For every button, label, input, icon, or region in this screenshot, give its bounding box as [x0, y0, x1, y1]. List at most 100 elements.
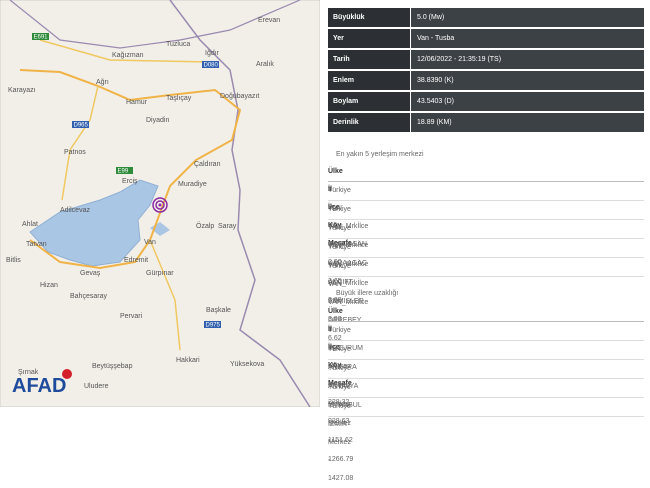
road-shield [202, 61, 219, 68]
section-title: En yakın 5 yerleşim merkezi [336, 151, 424, 158]
road-label: E691 [34, 35, 49, 41]
table-row: Türkiye VAN VAN_Mrkİlce BAGDASAN 2.90 [328, 182, 644, 266]
info-key: Derinlik [328, 113, 410, 132]
place-label: Çaldıran [194, 161, 221, 168]
cell: Mesafe [328, 380, 352, 387]
info-value: 43.5403 (D) [411, 92, 644, 111]
cell: 228.32 [328, 399, 350, 406]
place-label: Saray [218, 223, 237, 230]
table-row: Türkiye VAN VAN_Mrkİlce AKCIFT 3.88 [328, 220, 644, 304]
cell: Türkiye [328, 346, 351, 353]
table-row: Türkiye ISTANBUL Merkez -1266.79 [328, 379, 644, 463]
place-label: Pervari [120, 313, 143, 320]
place-label: Beytüşşebap [92, 363, 133, 370]
place-label: Aralık [256, 61, 274, 68]
road-label: D080 [204, 63, 219, 69]
place-label: Başkale [206, 307, 231, 314]
cell: Ülke [328, 308, 343, 315]
road-label: D965 [74, 123, 89, 129]
cell: Merkez [328, 382, 351, 389]
page: AFAD Erevan Kağızman Tuzluca Iğdır Ağrı Karay… [0, 0, 644, 482]
place-label: Tatvan [26, 241, 47, 248]
cell: AKCIFT [328, 279, 353, 286]
cell: Türkiye [328, 263, 351, 270]
cell: BAGDASAN [328, 241, 367, 248]
cell: Merkez [328, 401, 351, 408]
place-label: Tuzluca [166, 41, 190, 48]
cell: 3.93 [328, 316, 342, 323]
border [169, 0, 311, 407]
map[interactable]: AFAD Erevan Kağızman Tuzluca Iğdır Ağrı Karay… [0, 0, 320, 407]
place-label: Adilcevaz [60, 207, 90, 214]
cell: ISTANBUL [328, 402, 362, 409]
info-key: Boylam [328, 92, 410, 111]
table-row: Türkiye VAN VAN_Mrkİlce KARAAGAC 3.65 [328, 201, 644, 285]
info-value: 18.89 (KM) [411, 113, 644, 132]
cell: VAN [328, 262, 342, 269]
cell: 3.65 [328, 278, 342, 285]
place-label: Doğubayazıt [220, 93, 259, 100]
cell: Köy [328, 362, 342, 369]
info-row: Boylam 43.5403 (D) [328, 92, 644, 112]
place-label: Hamur [126, 99, 148, 106]
section-title: Büyük illere uzaklığı [336, 290, 399, 297]
table-row: Türkiye ANKARA Merkez -928.63 [328, 341, 644, 425]
cell: - [328, 400, 331, 407]
info-row: Yer Van - Tusba [328, 29, 644, 49]
road-shield [204, 321, 221, 328]
cell: 1427.08 [328, 475, 354, 482]
cell: VAN_Mrkİlce [328, 242, 369, 249]
logo-mark [62, 369, 72, 379]
place-label: Şırnak [18, 369, 39, 376]
cell: Türkiye [328, 244, 351, 251]
cell: KARAAGAC [328, 260, 367, 267]
cell: VAN [328, 205, 342, 212]
cell: 2.90 [328, 259, 342, 266]
road-label: D975 [206, 323, 221, 329]
cell: ERZURUM [328, 345, 363, 352]
place-label: Van [144, 239, 156, 246]
table-header: Ülke İl İlçe Köy Mesafe [328, 163, 644, 247]
cell: Türkiye [328, 365, 351, 372]
table-row: Türkiye VAN VAN_Mrkİlce DEREBEY 6.62 [328, 258, 644, 342]
place-label: Uludere [84, 383, 109, 390]
cell: - [328, 381, 331, 388]
table-header: Ülke İl İlçe Köy Mesafe [328, 303, 644, 387]
lake [29, 179, 159, 267]
info-key: Tarih [328, 50, 410, 69]
place-label: Edremit [124, 257, 148, 264]
cell: Türkiye [328, 403, 351, 410]
cell: ANTALYA [328, 383, 359, 390]
info-key: Yer [328, 29, 410, 48]
cell: İl [328, 186, 332, 193]
table-row: Türkiye IZMIR Merkez -1427.08 [328, 398, 644, 482]
info-row: Derinlik 18.89 (KM) [328, 113, 644, 133]
epicenter [158, 203, 162, 207]
cell: VAN_Mrkİlce [328, 299, 369, 306]
cell: İl [328, 326, 332, 333]
place-label: Taşlıçay [166, 95, 192, 102]
place-label: Iğdır [205, 50, 220, 57]
border [9, 0, 301, 49]
cell: ERMISLER [328, 298, 364, 305]
cell: İlçe [328, 204, 340, 211]
cell: VAN [328, 224, 342, 231]
cell: Merkez [328, 363, 351, 370]
info-row: Tarih 12/06/2022 - 21:35:19 (TS) [328, 50, 644, 70]
info-key: Büyüklük [328, 8, 410, 27]
cell: VAN [328, 243, 342, 250]
place-label: Erevan [258, 17, 280, 24]
table-row: Türkiye VAN VAN_Mrkİlce ERMISLER 3.93 [328, 239, 644, 323]
road-label: E99 [118, 169, 129, 175]
cell: Türkiye [328, 187, 351, 194]
place-label: Hizan [40, 282, 58, 289]
cell: 6.62 [328, 335, 342, 342]
road [39, 39, 211, 351]
place-label: Yüksekova [230, 361, 264, 368]
place-label: Patnos [64, 149, 86, 156]
epicenter[interactable] [152, 197, 168, 213]
info-value: Van - Tusba [411, 29, 644, 48]
place-label: Bitlis [6, 257, 21, 264]
info-value: 5.0 (Mw) [411, 8, 644, 27]
cell: Türkiye [328, 384, 351, 391]
